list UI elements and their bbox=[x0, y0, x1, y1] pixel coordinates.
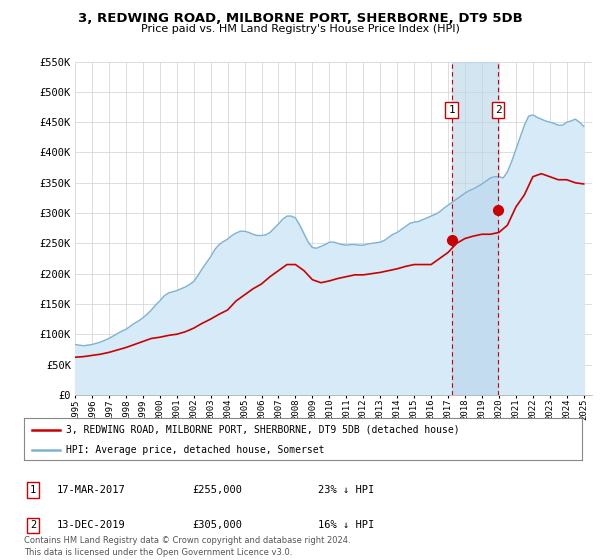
Text: HPI: Average price, detached house, Somerset: HPI: Average price, detached house, Some… bbox=[66, 445, 325, 455]
Text: 3, REDWING ROAD, MILBORNE PORT, SHERBORNE, DT9 5DB (detached house): 3, REDWING ROAD, MILBORNE PORT, SHERBORN… bbox=[66, 424, 460, 435]
Text: 1: 1 bbox=[30, 485, 36, 495]
Text: 23% ↓ HPI: 23% ↓ HPI bbox=[318, 485, 374, 495]
Text: Price paid vs. HM Land Registry's House Price Index (HPI): Price paid vs. HM Land Registry's House … bbox=[140, 24, 460, 34]
Text: 1: 1 bbox=[448, 105, 455, 115]
Text: 3, REDWING ROAD, MILBORNE PORT, SHERBORNE, DT9 5DB: 3, REDWING ROAD, MILBORNE PORT, SHERBORN… bbox=[77, 12, 523, 25]
Text: 2: 2 bbox=[495, 105, 502, 115]
Text: £255,000: £255,000 bbox=[192, 485, 242, 495]
Text: 17-MAR-2017: 17-MAR-2017 bbox=[57, 485, 126, 495]
Bar bbox=[452, 62, 498, 395]
Text: 2: 2 bbox=[30, 520, 36, 530]
Text: Contains HM Land Registry data © Crown copyright and database right 2024.
This d: Contains HM Land Registry data © Crown c… bbox=[24, 536, 350, 557]
Text: 13-DEC-2019: 13-DEC-2019 bbox=[57, 520, 126, 530]
Text: £305,000: £305,000 bbox=[192, 520, 242, 530]
Text: 16% ↓ HPI: 16% ↓ HPI bbox=[318, 520, 374, 530]
